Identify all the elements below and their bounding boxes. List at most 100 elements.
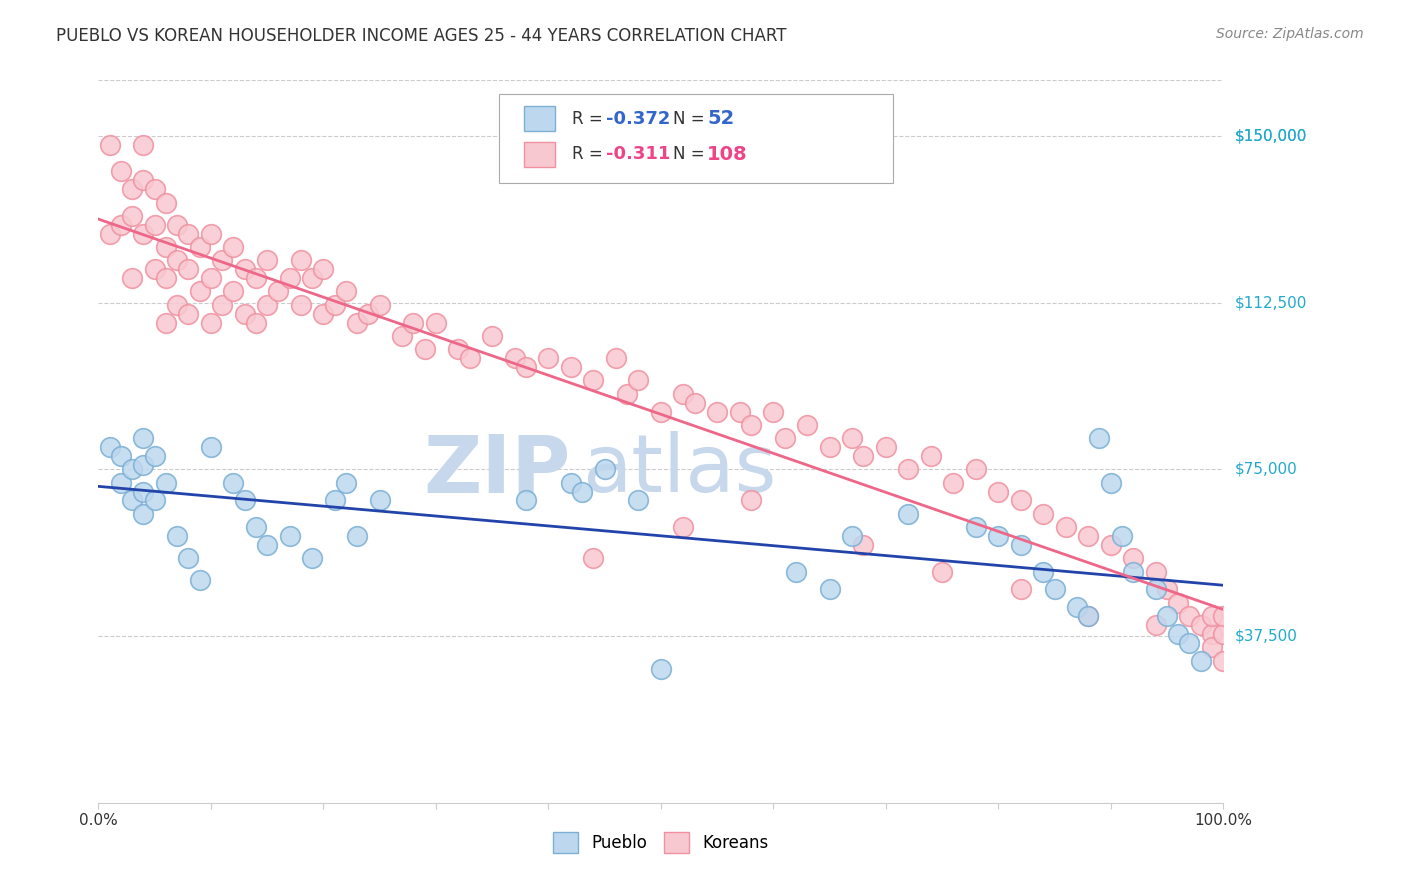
Text: R =: R = (572, 110, 609, 128)
Point (650, 662, 672, 676)
Point (1167, 596, 1189, 610)
Point (155, 240, 177, 254)
Point (335, 475, 357, 490)
Point (560, 475, 582, 490)
Point (1178, 609, 1201, 624)
Text: $150,000: $150,000 (1234, 128, 1306, 144)
Point (188, 240, 211, 254)
Point (312, 307, 335, 321)
Point (627, 373, 650, 387)
Point (143, 218, 166, 232)
Point (1212, 627, 1234, 641)
Point (155, 316, 177, 330)
Point (1032, 507, 1054, 521)
Point (121, 493, 143, 508)
Point (1201, 640, 1223, 655)
Point (740, 493, 762, 508)
Text: $150,000: $150,000 (1234, 128, 1306, 144)
Point (312, 262, 335, 277)
Point (222, 240, 245, 254)
Point (571, 484, 593, 499)
Point (200, 271, 222, 285)
Point (852, 538, 875, 552)
Point (1032, 565, 1054, 579)
Point (897, 462, 920, 476)
Point (447, 343, 470, 357)
Point (368, 493, 391, 508)
Point (1088, 431, 1111, 445)
Point (1156, 582, 1178, 597)
Point (110, 449, 132, 463)
Point (132, 173, 155, 187)
Point (627, 493, 650, 508)
Point (515, 493, 537, 508)
Point (740, 417, 762, 432)
Point (1010, 493, 1032, 508)
Text: $75,000: $75,000 (1234, 462, 1298, 477)
Point (1201, 627, 1223, 641)
Point (1201, 609, 1223, 624)
Point (593, 462, 616, 476)
Text: ZIP: ZIP (423, 432, 571, 509)
Point (278, 271, 301, 285)
Point (200, 440, 222, 454)
Point (188, 285, 211, 299)
Point (233, 262, 256, 277)
Point (166, 218, 188, 232)
Point (211, 298, 233, 312)
Text: N =: N = (673, 110, 710, 128)
Point (1122, 565, 1144, 579)
Point (785, 565, 807, 579)
Point (965, 462, 987, 476)
Point (1077, 609, 1099, 624)
Point (323, 298, 346, 312)
Point (290, 298, 312, 312)
Point (413, 343, 436, 357)
Point (200, 227, 222, 241)
Point (683, 395, 706, 409)
Point (965, 520, 987, 534)
Point (1099, 475, 1122, 490)
Point (245, 316, 267, 330)
Point (132, 458, 155, 472)
Point (301, 271, 323, 285)
Text: -0.311: -0.311 (606, 145, 671, 163)
Point (256, 253, 278, 268)
Point (98, 227, 121, 241)
Point (1077, 529, 1099, 543)
Point (402, 316, 425, 330)
Point (110, 475, 132, 490)
Point (132, 507, 155, 521)
Point (773, 431, 796, 445)
Point (1122, 551, 1144, 566)
Point (1043, 582, 1066, 597)
Point (1189, 653, 1212, 667)
Point (920, 449, 942, 463)
Text: $37,500: $37,500 (1234, 629, 1298, 643)
Point (582, 551, 605, 566)
Point (211, 253, 233, 268)
Point (616, 386, 638, 401)
Point (346, 316, 368, 330)
Point (368, 298, 391, 312)
Text: 108: 108 (707, 145, 748, 164)
Point (818, 582, 841, 597)
Point (132, 484, 155, 499)
Point (560, 360, 582, 375)
Point (1111, 529, 1133, 543)
Point (143, 493, 166, 508)
Point (143, 182, 166, 196)
Point (200, 316, 222, 330)
Point (121, 271, 143, 285)
Point (143, 262, 166, 277)
Point (346, 529, 368, 543)
Point (796, 417, 818, 432)
Point (1189, 618, 1212, 632)
Point (166, 298, 188, 312)
Point (650, 404, 672, 418)
Point (1054, 520, 1077, 534)
Point (177, 307, 200, 321)
Point (1167, 627, 1189, 641)
Point (121, 462, 143, 476)
Point (233, 307, 256, 321)
